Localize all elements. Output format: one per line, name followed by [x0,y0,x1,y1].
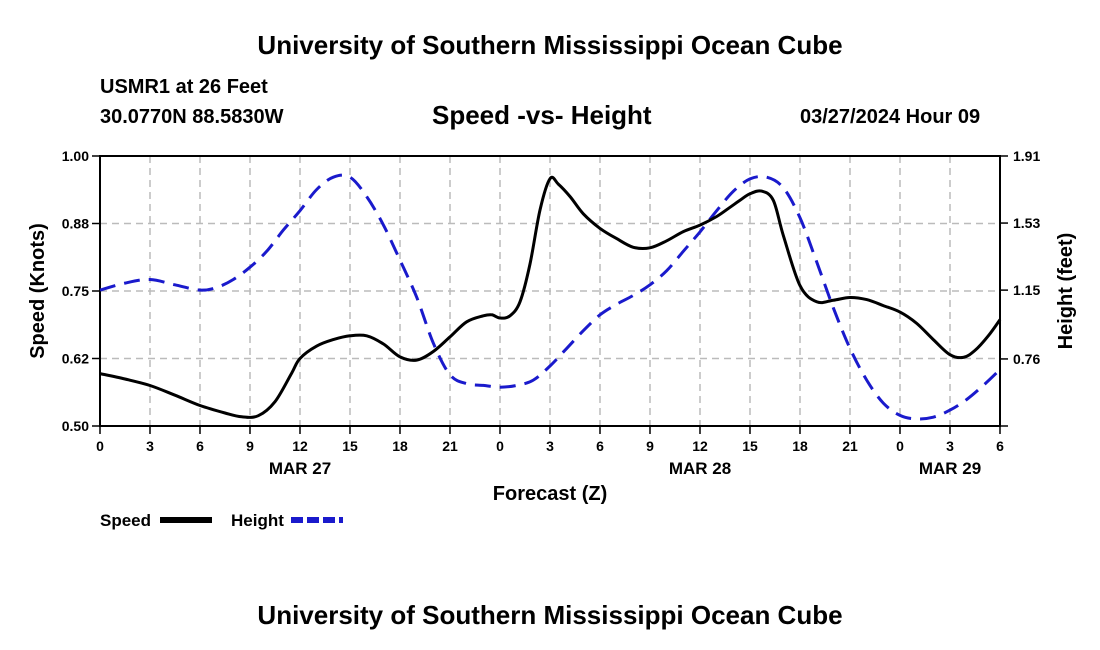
chart-title: Speed -vs- Height [432,100,652,130]
page-title: University of Southern Mississippi Ocean… [257,30,843,60]
series-lines [99,173,1002,421]
speed-series-line [99,175,1002,419]
y-tick-label: 0.75 [62,283,89,299]
x-tick-label: 3 [546,438,554,454]
x-tick-label: 12 [292,438,308,454]
x-tick-label: 15 [342,438,358,454]
y2-tick-label: 0.76 [1013,351,1040,367]
x-tick-label: 0 [96,438,104,454]
height-series-line [99,173,1002,421]
y-tick-label: 0.88 [62,216,89,232]
x-tick-label: 3 [146,438,154,454]
y2-tick-label: 1.15 [1013,282,1040,298]
gridlines [100,155,1000,426]
y2-tick-label: 1.53 [1013,215,1040,231]
y2-tick-label: 1.91 [1013,148,1040,164]
x-tick-label: 18 [792,438,808,454]
x-tick-label: 3 [946,438,954,454]
axis-ticks [92,155,1008,434]
legend-label-speed: Speed [100,511,151,530]
x-tick-label: 6 [596,438,604,454]
x-axis-title: Forecast (Z) [493,483,607,505]
x-tick-label: 0 [896,438,904,454]
x-tick-label: 18 [392,438,408,454]
forecast-run-time: 03/27/2024 Hour 09 [800,106,981,128]
x-tick-label: 6 [196,438,204,454]
x-tick-label: 15 [742,438,758,454]
x-tick-label: 6 [996,438,1004,454]
station-name: USMR1 at 26 Feet [100,76,268,98]
y2-axis-title: Height (feet) [1055,233,1077,350]
date-label: MAR 29 [919,459,981,478]
date-label: MAR 27 [269,459,331,478]
x-tick-label: 21 [842,438,858,454]
y2-tick-labels: 0.76 1.15 1.53 1.91 [1013,148,1040,367]
x-tick-labels: 0 3 6 9 12 15 18 21 0 3 6 9 12 15 18 21 0 3 6 [96,438,1004,454]
y-tick-labels: 0.50 0.62 0.75 0.88 1.00 [62,148,89,434]
legend-label-height: Height [231,511,284,530]
y-axis-title: Speed (Knots) [27,223,49,359]
date-labels: MAR 27 MAR 28 MAR 29 [269,459,981,478]
y-tick-label: 1.00 [62,148,89,164]
legend: Speed Height [100,511,343,530]
x-tick-label: 12 [692,438,708,454]
station-coordinates: 30.0770N 88.5830W [100,106,284,128]
x-tick-label: 9 [646,438,654,454]
y-tick-label: 0.62 [62,351,89,367]
x-tick-label: 21 [442,438,458,454]
footer-title: University of Southern Mississippi Ocean… [257,600,843,630]
date-label: MAR 28 [669,459,731,478]
x-tick-label: 9 [246,438,254,454]
y-tick-label: 0.50 [62,418,89,434]
x-tick-label: 0 [496,438,504,454]
